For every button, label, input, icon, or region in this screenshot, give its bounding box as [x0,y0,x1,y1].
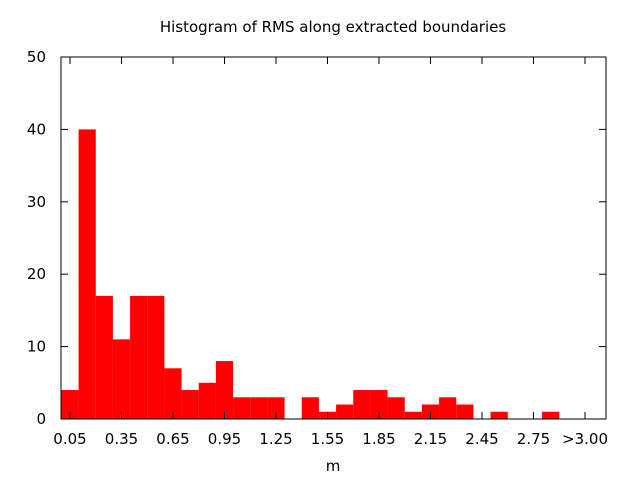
histogram-bar [353,390,371,419]
chart-title: Histogram of RMS along extracted boundar… [160,18,507,36]
bars-group [61,129,560,419]
histogram-bar [112,339,131,419]
histogram-bar [147,295,165,419]
histogram-bar [130,295,148,419]
histogram-bar [456,404,474,419]
x-tick-label: 1.25 [259,430,292,448]
histogram-bar [250,397,268,419]
histogram-bar [267,397,285,419]
x-tick-label: 1.85 [362,430,395,448]
histogram-bar [404,411,422,419]
histogram-bar [198,382,216,419]
histogram-bar [490,411,508,419]
y-ticks-group: 0 10 20 30 40 50 [27,48,606,428]
x-ticks-group: 0.05 0.35 0.65 0.95 1.25 1.55 1.85 2.15 2.45 2.75… [53,57,608,448]
x-tick-label: 0.35 [105,430,138,448]
y-tick-label: 0 [36,410,46,428]
histogram-bar [233,397,251,419]
x-axis-label: m [326,457,341,475]
histogram-bar [61,390,79,419]
x-tick-label: 0.65 [156,430,189,448]
histogram-bar [215,361,234,419]
histogram-bar [439,397,457,419]
y-tick-label: 30 [27,193,46,211]
histogram-bar [421,404,440,419]
x-tick-label: 0.95 [208,430,241,448]
histogram-bar [181,390,199,419]
y-tick-label: 10 [27,338,46,356]
x-tick-label: 2.15 [414,430,447,448]
y-tick-label: 20 [27,265,46,283]
plot-frame [60,56,607,420]
x-tick-label: 1.55 [311,430,344,448]
y-tick-label: 50 [27,48,46,66]
histogram-bar [301,397,319,419]
y-tick-label: 40 [27,120,46,138]
histogram-bar [387,397,405,419]
axes-group [60,56,607,420]
x-tick-label: 2.75 [517,430,550,448]
x-tick-label: 2.45 [465,430,498,448]
histogram-bar [164,368,182,419]
histogram-bar [336,404,354,419]
histogram-bar [95,295,113,419]
histogram-bar [78,129,96,419]
histogram-bar [542,411,560,419]
histogram-bar [370,390,388,419]
x-tick-label: 0.05 [53,430,86,448]
x-tick-label: >3.00 [562,430,608,448]
